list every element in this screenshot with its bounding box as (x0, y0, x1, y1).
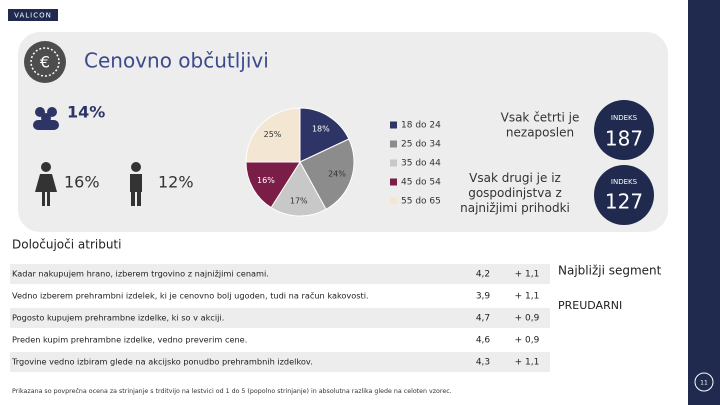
legend-label: 25 do 34 (401, 140, 441, 150)
score: 4,6 (476, 336, 491, 346)
table-title: Določujoči atributi (12, 238, 121, 252)
pie: 18% 24% 17% 16% 25% (245, 107, 355, 217)
index-label: INDEKS (611, 178, 638, 186)
legend-swatch (390, 197, 397, 205)
difference: + 0,9 (515, 336, 540, 346)
slice-label: 16% (257, 176, 275, 185)
score: 4,2 (476, 270, 490, 280)
row-band (10, 308, 550, 328)
legend-label: 18 do 24 (401, 121, 441, 131)
legend-label: 35 do 44 (401, 159, 441, 169)
difference: + 0,9 (515, 314, 540, 324)
score: 3,9 (476, 292, 491, 302)
page-circle (694, 372, 714, 392)
logo-box (8, 9, 58, 21)
attribute: Preden kupim prehrambne izdelke, vedno p… (12, 335, 247, 345)
legend-label: 45 do 54 (401, 178, 441, 188)
legend-swatch (390, 178, 397, 186)
index-circle (594, 100, 654, 160)
legend-swatch (390, 121, 397, 129)
row-band (10, 352, 550, 372)
legend-swatch (390, 140, 397, 148)
attribute: Vedno izberem prehrambni izdelek, ki je … (12, 291, 369, 301)
pie-slice (270, 161, 327, 217)
nearest-label: Najbližji segment (558, 264, 662, 278)
man-icon (130, 162, 142, 206)
nearest-segment: PREUDARNI (558, 299, 622, 312)
title: Cenovno občutljivi (84, 49, 269, 73)
attribute: Pogosto kupujem prehrambne izdelke, ki s… (12, 313, 224, 323)
legend-swatch (390, 159, 397, 167)
euro-sign: € (40, 53, 50, 72)
index-value: 127 (605, 190, 643, 214)
score: 4,3 (476, 358, 490, 368)
attribute: Trgovine vedno izbiram glede na akcijsko… (11, 357, 313, 367)
group-share: 14% (67, 103, 105, 122)
logo: VALICON (14, 12, 52, 20)
legend-label: 55 do 65 (401, 197, 441, 207)
row-band (10, 264, 550, 284)
fact-text: Vsak četrti je nezaposlen (501, 110, 580, 139)
slice-label: 18% (312, 125, 330, 134)
footnote: Prikazana so povprečna ocena za strinjan… (12, 387, 452, 395)
euro-icon-ring (30, 47, 60, 77)
slice-label: 24% (328, 170, 346, 179)
women-share: 16% (64, 173, 100, 192)
difference: + 1,1 (515, 358, 540, 368)
difference: + 1,1 (515, 270, 540, 280)
pie-slice (299, 138, 355, 211)
pie-slice (245, 161, 301, 209)
woman-icon (35, 162, 57, 206)
men-share: 12% (158, 173, 194, 192)
pie-slice (299, 107, 350, 163)
index-circle (594, 165, 654, 225)
slice-label: 17% (290, 196, 308, 205)
fact-text: Vsak drugi je iz gospodinjstva z najnižjim… (460, 171, 570, 215)
slice-label: 25% (264, 130, 282, 139)
difference: + 1,1 (515, 292, 540, 302)
euro-icon (24, 41, 66, 83)
score: 4,7 (476, 314, 490, 324)
page-number: 11 (700, 380, 708, 387)
index-label: INDEKS (611, 114, 638, 122)
table: Kadar nakupujem hrano, izberem trgovino … (10, 264, 550, 372)
side-bar (688, 0, 720, 405)
legend: 18 do 24 25 do 34 35 do 44 45 do 54 55 do 65 (390, 121, 441, 207)
pie-slice (245, 107, 301, 163)
attribute: Kadar nakupujem hrano, izberem trgovino … (12, 269, 269, 279)
index-value: 187 (605, 127, 643, 151)
group-icon (33, 107, 59, 130)
